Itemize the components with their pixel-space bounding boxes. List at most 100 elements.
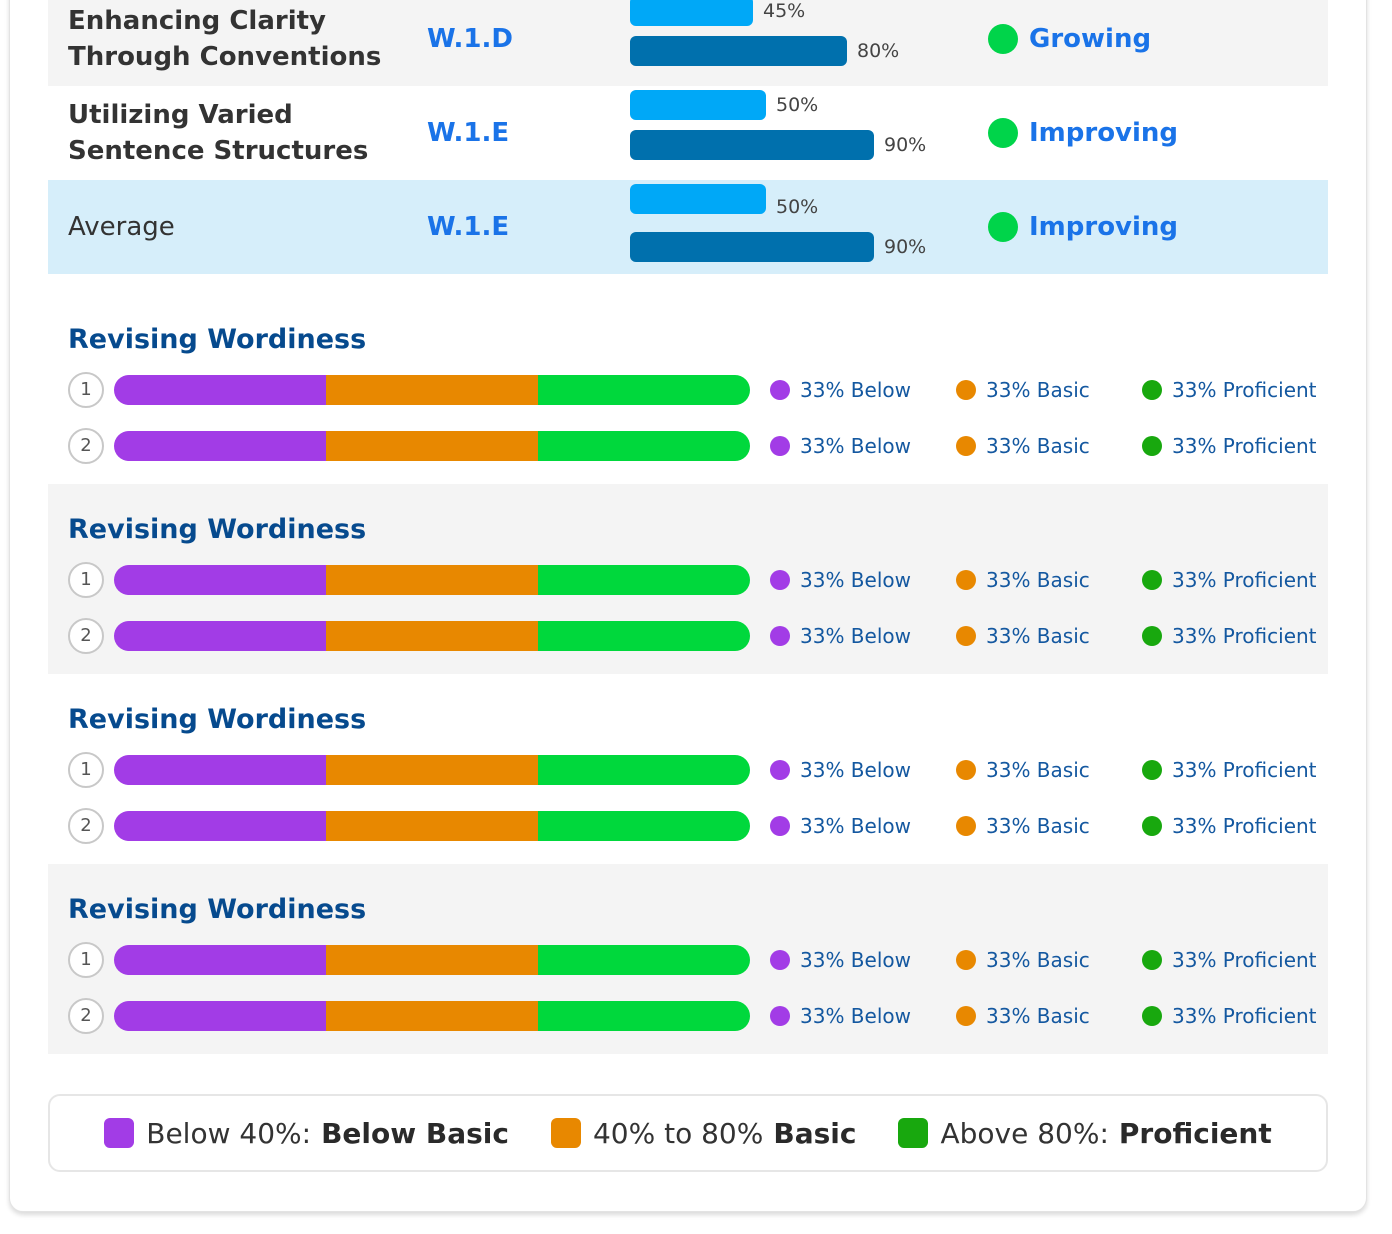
basic-segment [326, 375, 538, 405]
proficient-legend-label: 33% Proficient [1172, 758, 1317, 782]
orange-dot-icon [956, 950, 976, 970]
basic-segment [326, 755, 538, 785]
below-legend: 33% Below [770, 752, 911, 788]
light-progress-value: 50% [776, 196, 819, 218]
purple-dot-icon [770, 760, 790, 780]
basic-legend-label: 33% Basic [986, 1004, 1090, 1028]
green-dot-icon [1142, 816, 1162, 836]
dark-progress-bar [630, 130, 874, 160]
below-legend: 33% Below [770, 618, 911, 654]
green-dot-icon [1142, 950, 1162, 970]
below-segment [114, 811, 326, 841]
proficient-legend: 33% Proficient [1142, 752, 1317, 788]
average-label: Average [68, 212, 175, 242]
dark-progress-bar [630, 36, 847, 66]
purple-dot-icon [770, 626, 790, 646]
below-legend: 33% Below [770, 808, 911, 844]
proficient-legend-label: 33% Proficient [1172, 1004, 1317, 1028]
row-number-badge: 1 [68, 752, 104, 788]
light-progress-value: 50% [776, 94, 819, 116]
below-segment [114, 431, 326, 461]
status-label[interactable]: Improving [1029, 118, 1179, 148]
key-basic: 40% to 80% Basic [550, 1116, 857, 1150]
row-number-badge: 1 [68, 562, 104, 598]
row-number-badge: 1 [68, 942, 104, 978]
performance-key: Below 40%: Below Basic 40% to 80% Basic … [48, 1094, 1328, 1172]
key-proficient: Above 80%: Proficient [898, 1116, 1272, 1150]
distribution-row: 2 33% Below 33% Basic 33% Proficient [48, 618, 1328, 654]
green-swatch-icon [898, 1118, 929, 1148]
proficient-legend-label: 33% Proficient [1172, 948, 1317, 972]
distribution-row: 2 33% Below 33% Basic 33% Proficient [48, 808, 1328, 844]
status-label[interactable]: Improving [1029, 212, 1179, 242]
purple-dot-icon [770, 1006, 790, 1026]
basic-legend: 33% Basic [956, 428, 1090, 464]
basic-segment [326, 431, 538, 461]
key-label: Proficient [1118, 1116, 1272, 1150]
key-label: Below Basic [321, 1116, 509, 1150]
green-dot-icon [1142, 380, 1162, 400]
distribution-row: 2 33% Below 33% Basic 33% Proficient [48, 428, 1328, 464]
proficient-legend: 33% Proficient [1142, 808, 1317, 844]
key-label: Basic [773, 1116, 857, 1150]
green-dot-icon [988, 212, 1018, 242]
orange-dot-icon [956, 570, 976, 590]
basic-legend: 33% Basic [956, 998, 1090, 1034]
purple-dot-icon [770, 816, 790, 836]
status-label[interactable]: Growing [1029, 24, 1152, 54]
distribution-row: 1 33% Below 33% Basic 33% Proficient [48, 942, 1328, 978]
light-progress-bar [630, 90, 766, 120]
green-dot-icon [1142, 626, 1162, 646]
key-range: 40% to 80% [592, 1116, 764, 1150]
proficient-segment [538, 1001, 750, 1031]
basic-legend: 33% Basic [956, 942, 1090, 978]
row-number-badge: 1 [68, 372, 104, 408]
distribution-row: 1 33% Below 33% Basic 33% Proficient [48, 372, 1328, 408]
row-number-badge: 2 [68, 618, 104, 654]
proficient-legend-label: 33% Proficient [1172, 378, 1317, 402]
stacked-bar [114, 811, 750, 841]
proficient-legend: 33% Proficient [1142, 998, 1317, 1034]
proficient-legend-label: 33% Proficient [1172, 624, 1317, 648]
basic-legend-label: 33% Basic [986, 814, 1090, 838]
purple-dot-icon [770, 570, 790, 590]
skill-code[interactable]: W.1.D [427, 24, 513, 54]
proficient-segment [538, 755, 750, 785]
orange-swatch-icon [550, 1118, 581, 1148]
light-progress-bar [630, 184, 766, 214]
group-title: Revising Wordiness [68, 324, 367, 355]
basic-legend: 33% Basic [956, 562, 1090, 598]
distribution-row: 1 33% Below 33% Basic 33% Proficient [48, 752, 1328, 788]
below-segment [114, 755, 326, 785]
below-legend: 33% Below [770, 562, 911, 598]
distribution-group: Revising Wordiness 1 33% Below 33% Basic… [48, 864, 1328, 1054]
row-number-badge: 2 [68, 998, 104, 1034]
basic-segment [326, 811, 538, 841]
row-number-badge: 2 [68, 808, 104, 844]
skill-code[interactable]: W.1.E [427, 212, 510, 242]
basic-legend: 33% Basic [956, 808, 1090, 844]
skill-name: Enhancing Clarity Through Conventions [68, 6, 382, 72]
below-segment [114, 375, 326, 405]
stacked-bar [114, 375, 750, 405]
basic-segment [326, 1001, 538, 1031]
distribution-group: Revising Wordiness 1 33% Below 33% Basic… [48, 674, 1328, 864]
dark-progress-value: 90% [884, 236, 927, 258]
green-dot-icon [1142, 1006, 1162, 1026]
stacked-bar [114, 621, 750, 651]
proficient-legend-label: 33% Proficient [1172, 434, 1317, 458]
orange-dot-icon [956, 816, 976, 836]
group-title: Revising Wordiness [68, 514, 367, 545]
skill-code[interactable]: W.1.E [427, 118, 510, 148]
green-dot-icon [1142, 570, 1162, 590]
basic-segment [326, 565, 538, 595]
row-number-badge: 2 [68, 428, 104, 464]
distribution-row: 1 33% Below 33% Basic 33% Proficient [48, 562, 1328, 598]
key-range: Above 80%: [940, 1116, 1109, 1150]
basic-legend-label: 33% Basic [986, 758, 1090, 782]
basic-segment [326, 621, 538, 651]
proficient-legend-label: 33% Proficient [1172, 568, 1317, 592]
proficient-segment [538, 375, 750, 405]
basic-legend-label: 33% Basic [986, 948, 1090, 972]
green-dot-icon [988, 24, 1018, 54]
